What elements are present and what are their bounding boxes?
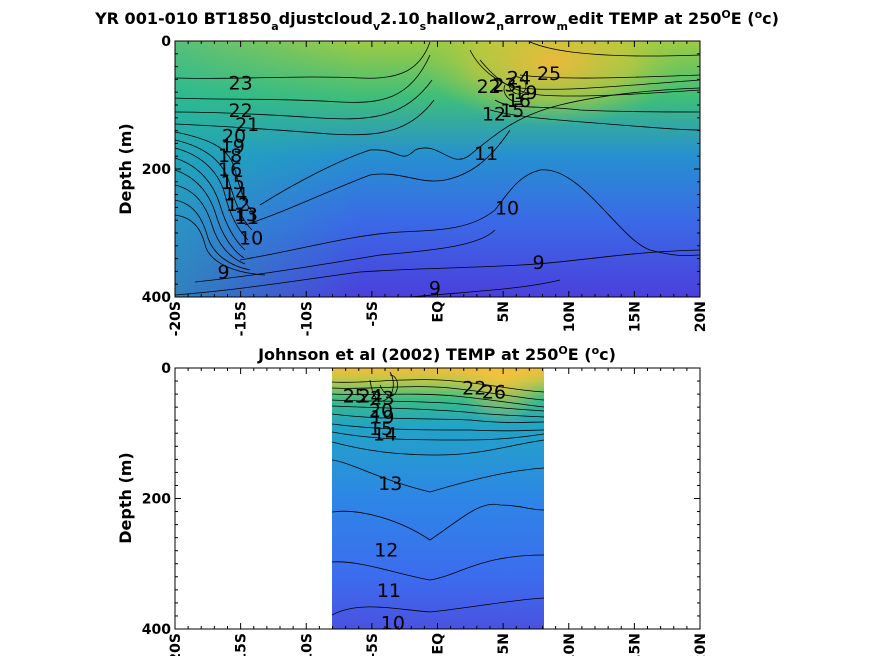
top-y-axis-label: Depth (m) bbox=[116, 123, 135, 215]
contour-label: 11 bbox=[474, 143, 498, 165]
contour-label: 15 bbox=[500, 100, 524, 122]
top-x-axis: -20S -15S -10S -5S EQ 5N 10N 15N 20N bbox=[168, 41, 709, 336]
x-tick-label: EQ bbox=[431, 301, 447, 323]
x-tick-label: -20S bbox=[168, 633, 184, 656]
contour-label: 23 bbox=[492, 75, 516, 97]
x-tick-label: -15S bbox=[234, 633, 250, 656]
x-tick-label: 20N bbox=[693, 301, 709, 332]
contour-label: 24 bbox=[358, 385, 382, 407]
bottom-y-axis-label: Depth (m) bbox=[116, 452, 135, 544]
contour-label: 16 bbox=[218, 159, 242, 181]
x-tick-label: EQ bbox=[431, 633, 447, 655]
contour-label: 11 bbox=[235, 207, 259, 229]
x-tick-label: 10N bbox=[562, 633, 578, 656]
contour-label: 12 bbox=[482, 103, 506, 125]
top-chart-title: YR 001-010 BT1850adjustcloudv2.10shallow… bbox=[94, 8, 779, 33]
y-tick-label: 400 bbox=[142, 290, 171, 306]
bottom-heatmap-field bbox=[332, 368, 544, 629]
top-contour-lines bbox=[175, 41, 700, 297]
contour-label: 9 bbox=[533, 252, 545, 274]
x-tick-label: -5S bbox=[365, 633, 381, 656]
top-contour-labels: 2322212019181615141213111091110992524222… bbox=[218, 63, 562, 299]
y-tick-label: 0 bbox=[161, 361, 171, 377]
y-tick-label: 400 bbox=[142, 622, 171, 638]
contour-label: 22 bbox=[477, 76, 501, 98]
contour-label: 19 bbox=[513, 82, 537, 104]
x-tick-label: 15N bbox=[627, 301, 643, 332]
bottom-x-axis: -20S -15S -10S -5S EQ 5N 10N 15N 20N bbox=[168, 368, 709, 656]
contour-label: 15 bbox=[369, 418, 393, 440]
x-tick-label: 5N bbox=[496, 633, 512, 654]
contour-label: 10 bbox=[239, 227, 263, 249]
contour-label: 18 bbox=[218, 145, 242, 167]
contour-label: 10 bbox=[381, 612, 405, 634]
contour-label: 21 bbox=[235, 114, 259, 136]
contour-label: 13 bbox=[378, 473, 402, 495]
y-tick-label: 0 bbox=[161, 34, 171, 50]
x-tick-label: -10S bbox=[299, 301, 315, 336]
bottom-chart-title: Johnson et al (2002) TEMP at 250OE (oc) bbox=[257, 344, 616, 364]
contour-label: 25 bbox=[343, 385, 367, 407]
contour-label: 19 bbox=[370, 406, 394, 428]
contour-label: 10 bbox=[495, 197, 519, 219]
contour-label: 16 bbox=[507, 90, 531, 112]
contour-label: 9 bbox=[429, 277, 441, 299]
contour-label: 15 bbox=[221, 172, 245, 194]
x-tick-label: 20N bbox=[693, 633, 709, 656]
bottom-y-axis: 0 200 400 bbox=[142, 361, 700, 638]
bottom-contour-lines bbox=[332, 371, 544, 616]
contour-label: 14 bbox=[373, 423, 397, 445]
contour-label: 22 bbox=[462, 378, 486, 400]
contour-label: 23 bbox=[229, 73, 253, 95]
contour-label: 11 bbox=[377, 580, 401, 602]
x-tick-label: 15N bbox=[627, 633, 643, 656]
top-heatmap-field bbox=[175, 41, 700, 297]
contour-label: 14 bbox=[223, 183, 247, 205]
x-tick-label: -20S bbox=[168, 301, 184, 336]
top-y-axis: 0 200 400 bbox=[142, 34, 700, 306]
y-tick-label: 200 bbox=[142, 162, 171, 178]
contour-label: 9 bbox=[218, 261, 230, 283]
contour-label: 25 bbox=[537, 63, 561, 85]
bottom-panel: Johnson et al (2002) TEMP at 250OE (oc) bbox=[116, 344, 709, 656]
contour-label: 20 bbox=[369, 400, 393, 422]
contour-label: 19 bbox=[221, 135, 245, 157]
contour-label: 22 bbox=[229, 100, 253, 122]
x-tick-label: -5S bbox=[365, 301, 381, 327]
contour-label: 24 bbox=[507, 67, 531, 89]
contour-label: 13 bbox=[234, 204, 258, 226]
x-tick-label: -15S bbox=[234, 301, 250, 336]
x-tick-label: 10N bbox=[562, 301, 578, 332]
contour-label: 12 bbox=[226, 194, 250, 216]
contour-label: 20 bbox=[222, 126, 246, 148]
x-tick-label: 5N bbox=[496, 301, 512, 322]
contour-label: 23 bbox=[370, 387, 394, 409]
contour-label: 26 bbox=[482, 381, 506, 403]
contour-label: 12 bbox=[374, 539, 398, 561]
top-panel: YR 001-010 BT1850adjustcloudv2.10shallow… bbox=[94, 8, 779, 336]
x-tick-label: -10S bbox=[299, 633, 315, 656]
y-tick-label: 200 bbox=[142, 492, 171, 508]
